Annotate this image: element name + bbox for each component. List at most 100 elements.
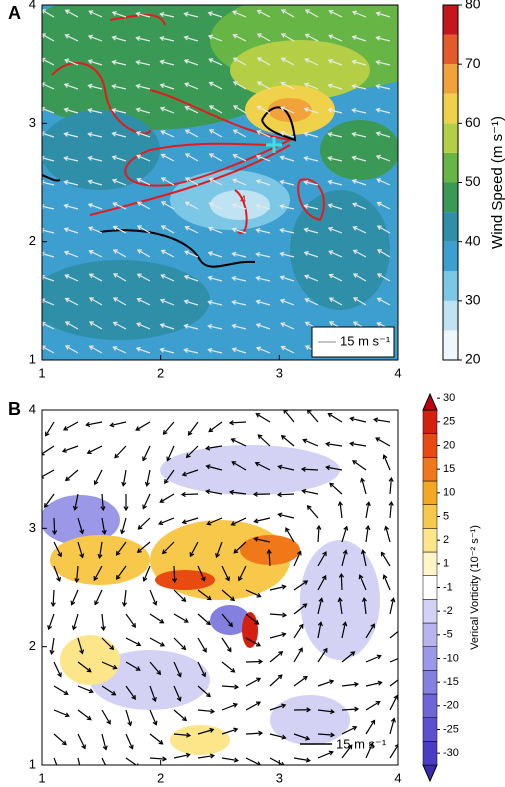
vector [143,565,151,581]
vector [389,502,393,519]
vector-head [87,83,93,89]
vector-head [254,620,260,625]
vector-head [255,641,262,647]
vector-head [181,471,187,477]
vector-head [100,626,106,632]
vector [181,493,199,496]
vector [304,157,319,162]
vector-head [74,578,80,584]
vector [125,613,136,628]
vector-head [255,154,262,160]
vector-head [322,551,327,557]
vector [339,598,343,615]
vector-head [325,441,331,447]
vector [185,153,199,162]
vector-head [136,177,142,183]
vector [245,677,261,687]
vector [304,181,319,186]
vector [281,57,295,66]
vector-head [232,10,238,16]
vector [231,438,247,447]
vector-head [325,465,331,471]
vector [88,203,103,210]
vector-head [231,323,237,329]
vector-head [279,227,285,234]
vector-head [159,12,165,18]
vector [42,252,55,258]
vector [159,493,175,503]
vector [389,657,398,663]
vector [269,585,286,591]
vector-head [183,323,189,329]
vector-head [327,203,333,209]
vector [64,133,79,138]
vector-head [111,35,117,41]
vector-head [112,297,118,302]
vector-head [71,625,77,631]
vector [317,709,334,713]
vector [352,36,367,42]
vector [65,9,79,18]
vector-head [304,33,310,39]
vector [197,754,214,759]
vector [77,733,86,749]
vector [293,676,308,687]
vector-head [304,345,310,350]
vector-head [303,107,309,113]
vector-head [327,132,333,138]
vector-head [281,632,287,638]
vector-head [42,106,45,112]
vector-head [182,716,188,722]
vector-head [232,178,238,184]
vector-head [45,431,50,437]
vector [350,417,367,423]
vector-head [121,602,128,608]
vector-head [256,130,262,135]
vector-head [354,706,360,712]
vector-head [136,154,142,160]
vector-head [327,179,333,185]
vector [285,527,295,543]
vector [135,421,151,431]
colorbar-tick-label: 20 [443,439,455,451]
vector [52,589,55,607]
vector [328,34,343,42]
vector [269,757,285,765]
vector-head [279,298,285,304]
vector [221,685,239,688]
vector-head [302,675,308,681]
vector-head [351,59,357,65]
vector [307,505,319,519]
vector [185,106,199,114]
vector [53,685,69,695]
vector-head [184,105,190,111]
vector [256,180,271,186]
vector-head [231,227,237,233]
vector [162,541,175,554]
vector [341,708,359,711]
vector-head [88,297,94,302]
vector [158,517,175,525]
vector [374,418,391,423]
vector [137,517,151,530]
vector-head [232,129,238,135]
vector-head [279,275,285,281]
vector-head [342,549,348,555]
vector [113,346,127,354]
vector [328,413,343,423]
vector [121,517,127,534]
vector-head [136,548,142,554]
vector-head [142,456,147,462]
vector [232,324,247,330]
vector-head [185,752,191,758]
vector-head [172,578,178,584]
vector-head [57,552,62,558]
vector-head [63,250,69,256]
vector-head [280,322,286,327]
vector [112,36,127,42]
vector [110,421,127,427]
vector-head [208,202,214,207]
field-a [42,5,398,360]
vector-head [159,641,166,647]
vector [161,177,175,186]
